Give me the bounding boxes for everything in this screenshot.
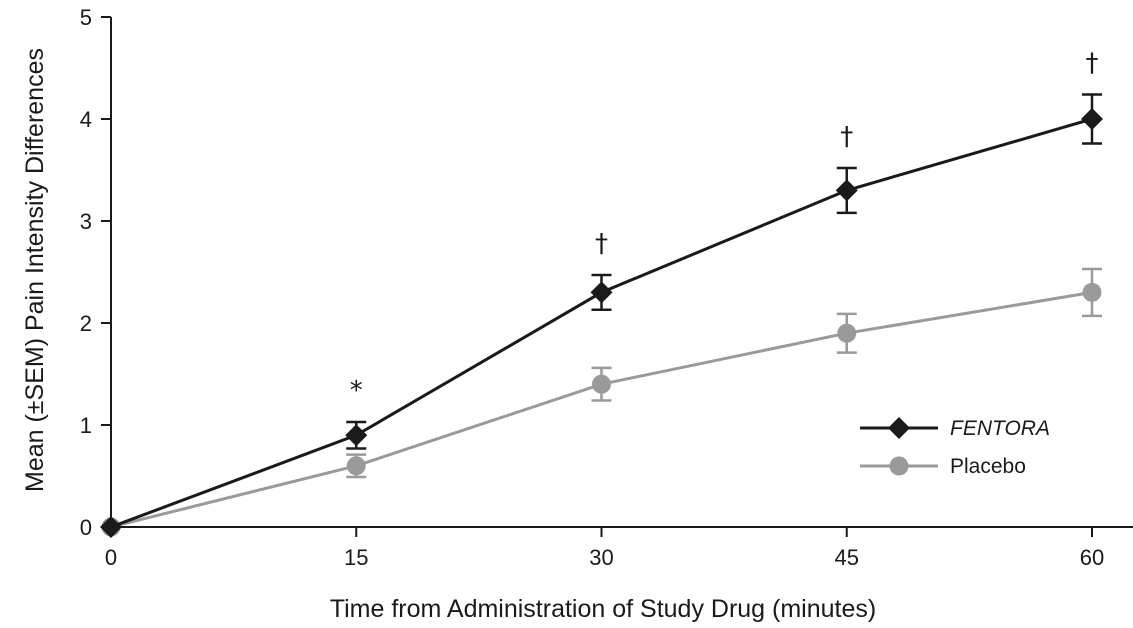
x-axis-title: Time from Administration of Study Drug (…	[330, 595, 876, 623]
legend: FENTORA Placebo	[860, 417, 1050, 478]
y-tick-label: 5	[80, 5, 92, 30]
significance-marker: †	[595, 229, 608, 259]
series-line	[110, 117, 1093, 529]
data-point	[346, 456, 366, 476]
x-tick-label: 30	[589, 545, 613, 570]
x-tick-label: 45	[835, 545, 859, 570]
significance-marker: *	[350, 376, 363, 406]
legend-marker	[889, 456, 909, 476]
y-tick-label: 0	[80, 515, 92, 540]
series-line	[110, 290, 1093, 529]
y-axis-ticks: 0 1 2 3 4 5	[80, 5, 111, 540]
legend-label: Placebo	[950, 455, 1026, 478]
legend-label: FENTORA	[950, 417, 1050, 440]
data-point	[835, 179, 858, 202]
data-point	[837, 323, 857, 343]
y-tick-label: 1	[80, 413, 92, 438]
x-tick-label: 15	[344, 545, 368, 570]
data-point	[1082, 282, 1102, 302]
x-tick-label: 60	[1080, 545, 1104, 570]
x-axis-ticks: 0 15 30 45 60	[105, 527, 1104, 570]
x-tick-label: 0	[105, 545, 117, 570]
legend-marker	[888, 417, 910, 439]
y-tick-label: 3	[80, 209, 92, 234]
y-tick-label: 2	[80, 311, 92, 336]
y-tick-label: 4	[80, 107, 92, 132]
annotation-layer: * † † †	[350, 49, 1099, 406]
data-point	[100, 516, 122, 538]
significance-marker: †	[1086, 49, 1099, 79]
data-point	[592, 374, 611, 394]
y-axis-title: Mean (±SEM) Pain Intensity Differences	[21, 48, 49, 492]
series-layer	[100, 93, 1103, 538]
data-point	[1081, 108, 1103, 130]
significance-marker: †	[840, 122, 853, 152]
data-point	[345, 424, 368, 447]
series-fentora	[100, 93, 1103, 538]
data-point	[590, 281, 613, 304]
